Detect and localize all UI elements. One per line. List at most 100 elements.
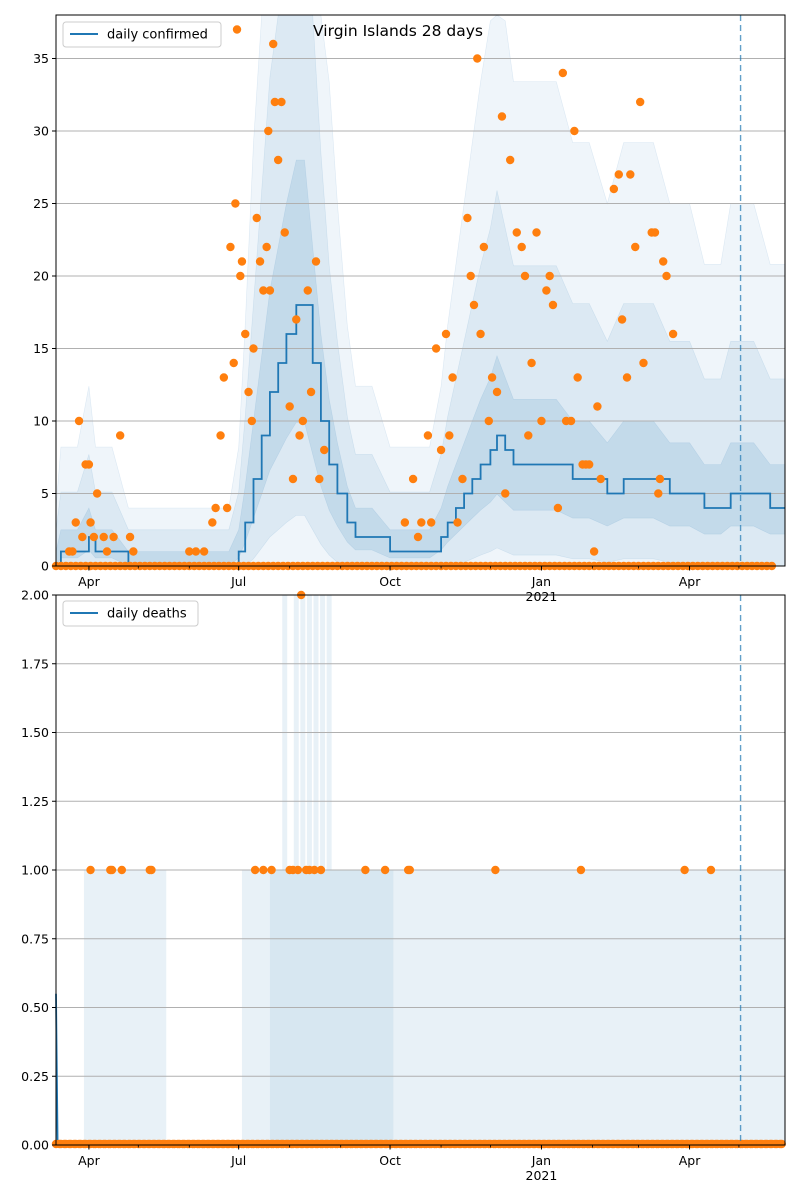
observed-point — [487, 373, 497, 382]
x-tick-label: Jul — [230, 1153, 246, 1168]
observed-point — [115, 431, 125, 440]
observed-point — [247, 416, 257, 426]
deaths-y-axis: 0.00 0.25 0.50 0.75 1.00 1.25 1.50 1.75 2.00 — [21, 588, 56, 1153]
observed-point — [125, 532, 135, 542]
deaths-observed-points — [51, 590, 786, 1149]
y-tick-label: 20 — [33, 269, 49, 284]
deaths-legend-box — [62, 600, 199, 627]
confirmed-gridlines — [56, 58, 785, 567]
observed-point — [545, 271, 554, 281]
observed-point — [269, 39, 278, 49]
observed-point — [659, 257, 668, 266]
observed-point — [292, 315, 301, 324]
observed-point — [280, 228, 289, 237]
y-tick-label: 1.25 — [21, 794, 49, 809]
observed-point — [617, 315, 627, 324]
observed-point — [244, 387, 253, 397]
observed-point — [191, 547, 201, 556]
observed-point — [413, 532, 423, 542]
observed-point — [609, 184, 619, 194]
observed-point — [147, 865, 156, 875]
x-tick-label: Jul — [230, 574, 246, 589]
observed-point — [84, 460, 94, 469]
observed-point — [211, 503, 220, 513]
observed-point — [548, 300, 558, 310]
observed-point — [524, 431, 533, 440]
observed-point — [573, 373, 582, 382]
x-tick-label: 2021 — [526, 1168, 558, 1183]
observed-point — [553, 503, 563, 513]
observed-point — [431, 344, 441, 353]
observed-point — [542, 286, 551, 295]
observed-point — [117, 865, 127, 875]
observed-point — [527, 358, 536, 368]
observed-point — [265, 286, 275, 295]
y-tick-label: 1.50 — [21, 725, 49, 740]
chart-title: Virgin Islands 28 days — [313, 22, 483, 40]
observed-point — [249, 344, 258, 353]
observed-point — [491, 865, 500, 875]
y-tick-label: 25 — [33, 196, 49, 211]
observed-point — [566, 416, 576, 426]
observed-point — [408, 474, 418, 484]
observed-point — [320, 445, 329, 455]
observed-point — [74, 416, 84, 426]
observed-point — [252, 213, 261, 223]
observed-point — [222, 503, 232, 513]
observed-point — [501, 489, 510, 498]
observed-point — [400, 518, 410, 527]
observed-point — [476, 329, 485, 339]
observed-point — [380, 865, 390, 875]
observed-point — [593, 402, 602, 411]
observed-point — [259, 865, 268, 875]
observed-point — [448, 373, 457, 382]
observed-point — [463, 213, 472, 223]
observed-point — [285, 402, 294, 411]
observed-point — [306, 387, 316, 397]
observed-point — [288, 474, 298, 484]
y-tick-label: 0.50 — [21, 1000, 49, 1015]
observed-point — [68, 547, 77, 556]
observed-point — [236, 271, 245, 281]
observed-point — [92, 489, 102, 498]
observed-point — [537, 416, 546, 426]
observed-point — [250, 865, 260, 875]
observed-point — [102, 547, 112, 556]
observed-point — [216, 431, 225, 440]
deaths-legend: daily deaths — [62, 600, 199, 627]
confirmed-legend-box — [62, 21, 222, 48]
observed-point — [441, 329, 451, 339]
observed-point — [86, 865, 95, 875]
observed-point — [303, 286, 312, 295]
observed-point — [466, 271, 475, 281]
observed-point — [650, 228, 660, 237]
y-tick-label: 0 — [41, 559, 49, 574]
observed-point — [315, 474, 324, 484]
observed-point — [517, 242, 526, 252]
y-tick-label: 1.00 — [21, 863, 49, 878]
observed-point — [270, 97, 280, 107]
observed-point — [492, 387, 502, 397]
y-tick-label: 10 — [33, 414, 49, 429]
x-tick-label: Apr — [679, 1153, 701, 1168]
observed-point-zero — [777, 1139, 786, 1149]
x-tick-label: Apr — [78, 574, 100, 589]
observed-point — [436, 445, 446, 455]
observed-point — [484, 416, 493, 426]
observed-point — [262, 242, 271, 252]
observed-point — [631, 242, 640, 252]
observed-point — [129, 547, 138, 556]
observed-point — [584, 460, 594, 469]
observed-point — [458, 474, 467, 484]
y-tick-label: 0.00 — [21, 1138, 49, 1153]
confirmed-y-axis: 0 5 10 15 20 25 30 35 — [33, 51, 56, 574]
observed-point — [208, 518, 217, 527]
y-tick-label: 30 — [33, 124, 49, 139]
observed-point — [473, 54, 482, 63]
observed-point — [310, 865, 319, 875]
x-tick-label: 2021 — [526, 589, 558, 604]
y-tick-label: 0.75 — [21, 931, 49, 946]
